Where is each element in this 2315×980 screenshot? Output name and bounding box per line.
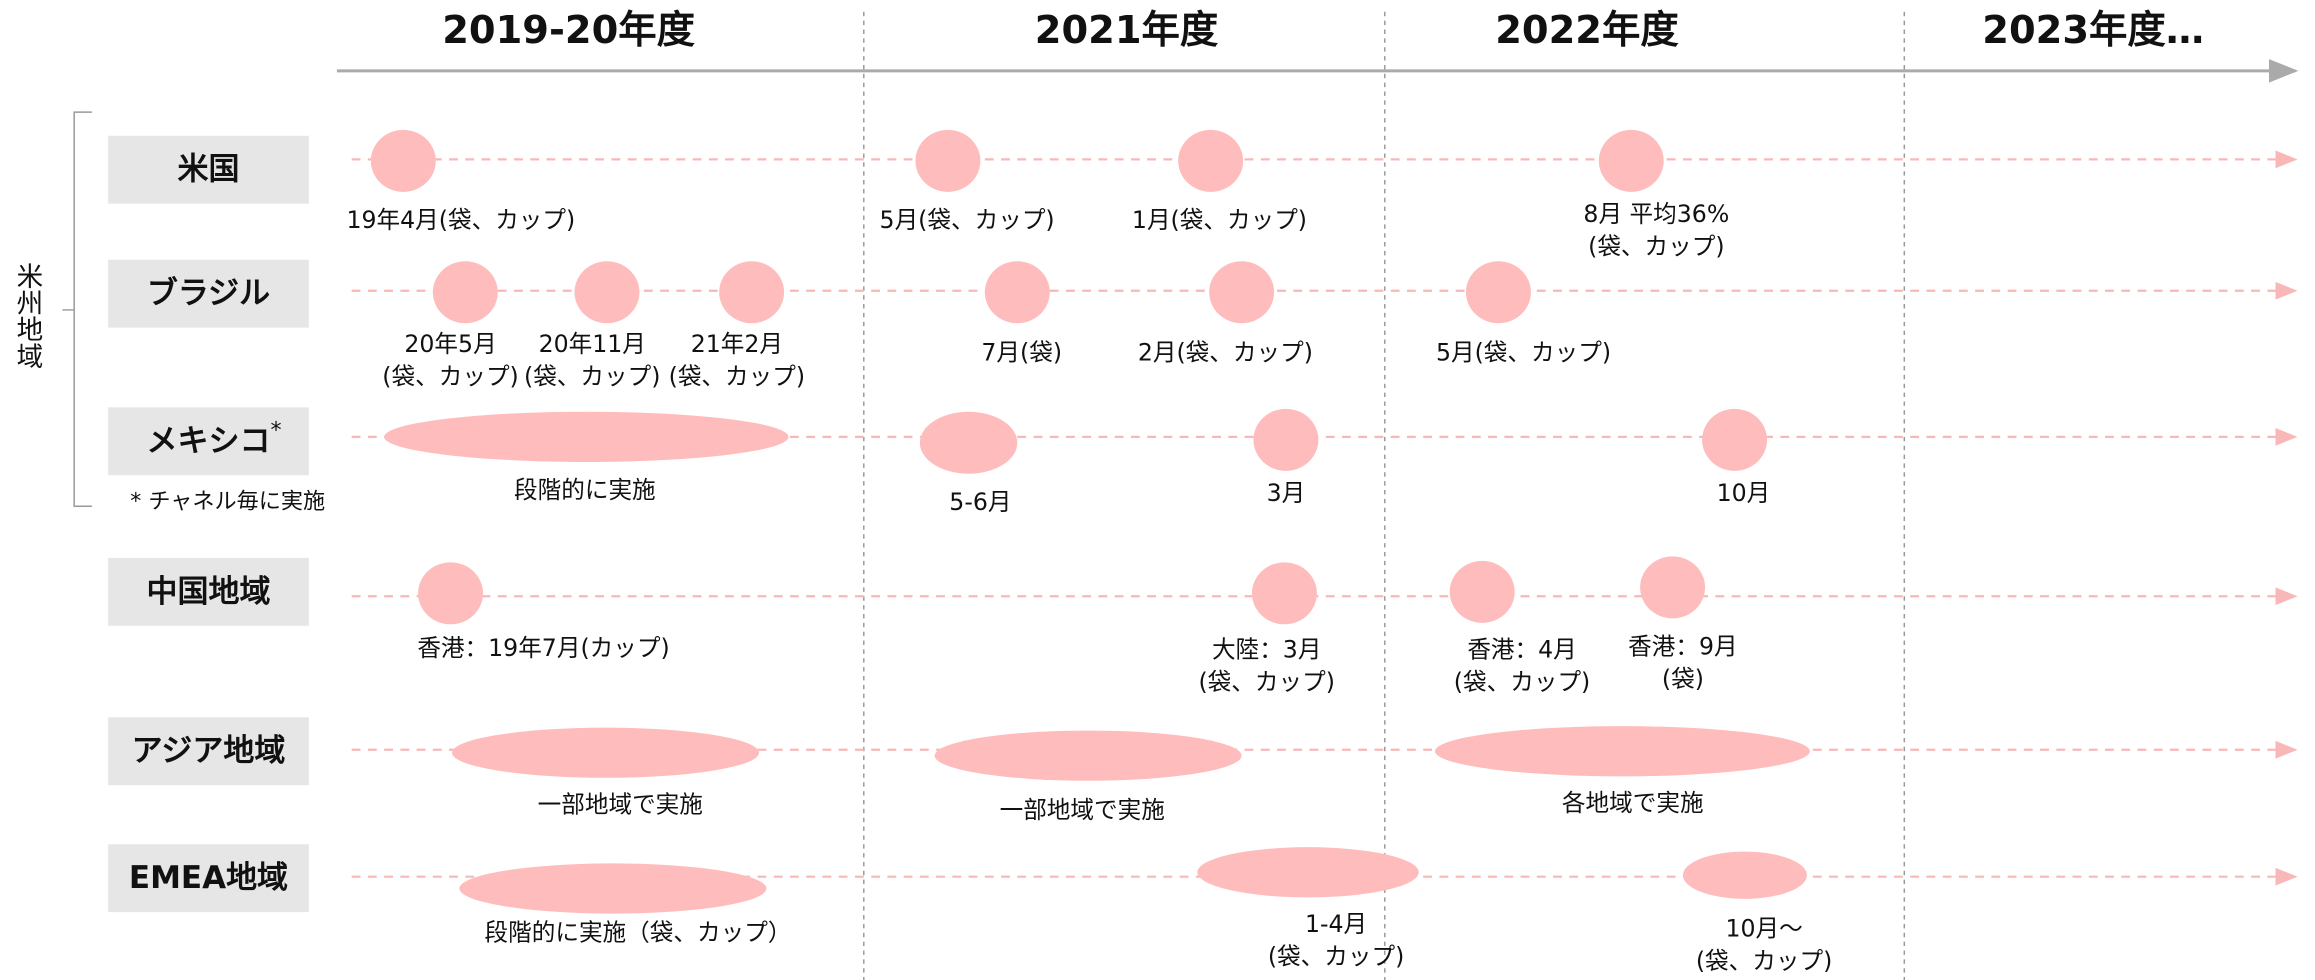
row-label-box (108, 557, 309, 626)
period-label: 2019-20年度 (442, 8, 695, 53)
event-label: 8月 平均36% (1583, 200, 1729, 228)
event-marker (370, 129, 436, 192)
period-label: 2023年度… (1982, 8, 2204, 53)
row-label-box (108, 407, 309, 476)
row-label-mark: * (270, 417, 281, 443)
event-label: (袋、カップ) (669, 362, 805, 390)
event-label: 一部地域で実施 (538, 790, 703, 818)
row-label: EMEA地域 (129, 860, 288, 896)
row-label: 中国地域 (147, 574, 271, 610)
event-label: 19年4月(袋、カップ) (346, 206, 575, 234)
event-marker (1197, 847, 1419, 898)
row-label: 米国 (178, 152, 240, 188)
event-marker (1598, 129, 1664, 192)
row-label-box (108, 135, 309, 204)
event-label: (袋、カップ) (1198, 668, 1334, 696)
event-label: 21年2月 (691, 330, 783, 358)
row-label-box (108, 717, 309, 786)
event-label: 7月(袋) (981, 339, 1062, 367)
event-label: (袋、カップ) (1696, 947, 1832, 975)
event-label: 5月(袋、カップ) (880, 206, 1055, 234)
event-marker (452, 727, 760, 778)
event-marker (1178, 129, 1244, 192)
event-label: 10月 (1717, 479, 1771, 507)
event-label: 1-4月 (1305, 910, 1367, 938)
event-marker (915, 129, 981, 192)
event-label: (袋、カップ) (382, 362, 518, 390)
event-label: 段階的に実施（袋、カップ） (485, 919, 792, 947)
event-label: 段階的に実施 (514, 476, 656, 504)
event-label: 各地域で実施 (1562, 789, 1704, 817)
event-marker (1465, 261, 1531, 324)
event-marker (1682, 851, 1807, 899)
period-label: 2022年度 (1495, 8, 1679, 53)
event-marker (934, 730, 1242, 781)
row-label-box (108, 259, 309, 328)
group-note: * チャネル毎に実施 (130, 488, 325, 514)
event-label: 5月(袋、カップ) (1436, 339, 1611, 367)
event-marker (384, 411, 789, 462)
event-label: (袋、カップ) (524, 362, 660, 390)
event-marker (1702, 408, 1768, 471)
period-label: 2021年度 (1035, 8, 1219, 53)
event-marker (919, 411, 1018, 474)
event-label: 香港：19年7月(カップ) (417, 634, 669, 662)
event-label: 20年5月 (404, 330, 496, 358)
event-marker (459, 863, 767, 914)
row-label-box (108, 844, 309, 913)
event-label: 2月(袋、カップ) (1138, 339, 1313, 367)
event-label: 5-6月 (949, 488, 1011, 516)
event-marker (1640, 556, 1706, 619)
event-label: 一部地域で実施 (1000, 796, 1165, 824)
event-marker (1434, 726, 1810, 777)
event-label: 1月(袋、カップ) (1132, 206, 1307, 234)
row-label: ブラジル (147, 276, 270, 312)
event-label: 大陸：3月 (1212, 635, 1321, 663)
event-label: (袋、カップ) (1268, 942, 1404, 970)
period-dividers (863, 11, 1906, 980)
row-label: メキシコ (147, 423, 271, 459)
event-label: (袋、カップ) (1588, 232, 1724, 260)
event-marker (1449, 560, 1515, 623)
event-label: 3月 (1267, 479, 1306, 507)
event-marker (432, 261, 498, 324)
event-label: (袋) (1662, 665, 1704, 693)
event-label: 香港：4月 (1467, 635, 1576, 663)
event-label: 香港：9月 (1628, 632, 1737, 660)
event-marker (1253, 408, 1319, 471)
event-marker (1209, 261, 1275, 324)
event-marker (418, 562, 484, 625)
row-label: アジア地域 (132, 733, 286, 769)
event-marker (719, 261, 785, 324)
group-bracket (62, 111, 92, 507)
event-marker (984, 261, 1050, 324)
event-marker (574, 261, 640, 324)
group-label: 米州地域 (11, 263, 42, 369)
event-label: 20年11月 (539, 330, 646, 358)
event-label: 10月～ (1725, 914, 1802, 942)
event-label: (袋、カップ) (1454, 668, 1590, 696)
event-marker (1251, 562, 1317, 625)
